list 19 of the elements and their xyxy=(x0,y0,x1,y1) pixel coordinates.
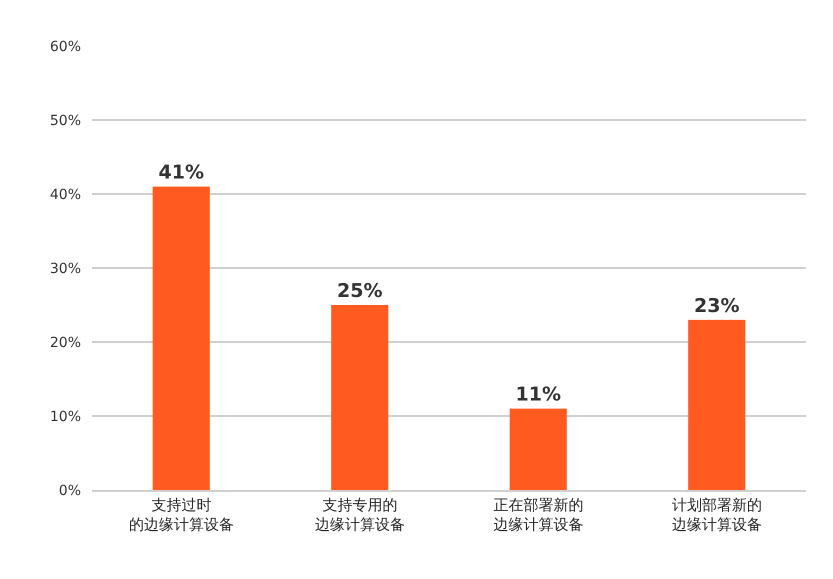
data-label: 11% xyxy=(516,384,561,406)
y-tick-label: 30% xyxy=(50,260,81,277)
data-label: 23% xyxy=(694,294,740,317)
x-tick-label: 支持专用的边缘计算设备 xyxy=(314,496,405,534)
y-tick-label: 20% xyxy=(50,334,81,351)
bar xyxy=(510,408,567,490)
y-tick-label: 60% xyxy=(50,38,81,55)
data-label: 41% xyxy=(158,162,204,184)
y-tick-label: 50% xyxy=(50,112,81,129)
y-tick-label: 0% xyxy=(58,482,81,499)
y-tick-label: 40% xyxy=(50,186,81,203)
bar xyxy=(331,305,388,490)
bar xyxy=(688,320,746,490)
x-tick-label: 支持过时的边缘计算设备 xyxy=(128,496,234,534)
y-tick-label: 10% xyxy=(50,408,81,425)
bar xyxy=(152,186,210,490)
data-label: 25% xyxy=(337,280,382,302)
x-tick-label: 计划部署新的边缘计算设备 xyxy=(672,496,762,534)
x-tick-label: 正在部署新的边缘计算设备 xyxy=(493,496,584,534)
